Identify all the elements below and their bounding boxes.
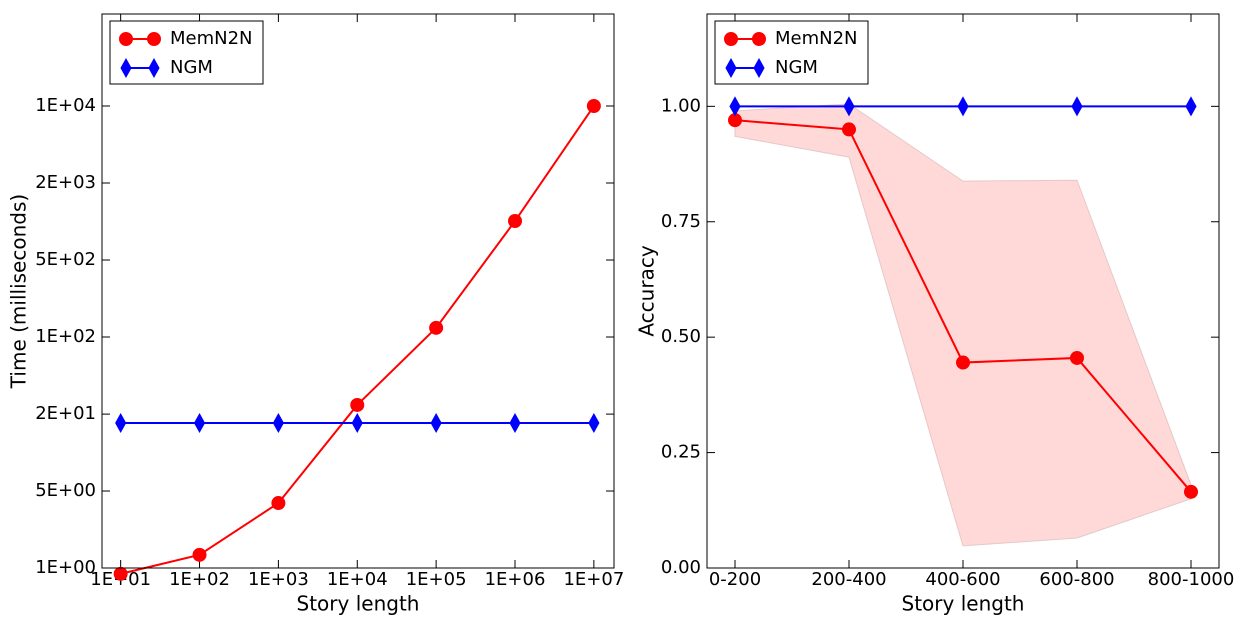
legend-box	[109, 20, 264, 85]
plot-frame	[706, 13, 1220, 569]
y-tick-label: 0.25	[661, 442, 701, 463]
confidence-band	[734, 103, 1192, 547]
y-tick-label: 1E+00	[35, 557, 96, 578]
x-tick-label: 1E+03	[248, 569, 309, 590]
x-tick-label: 1E+05	[406, 569, 467, 590]
legend-label: NGM	[170, 57, 213, 78]
x-tick-label: 1E+06	[485, 569, 546, 590]
y-tick-label: 1E+02	[35, 326, 96, 347]
y-tick-label: 5E+02	[35, 249, 96, 270]
x-tick-label: 1E+02	[169, 569, 230, 590]
marker	[752, 32, 766, 46]
marker	[729, 96, 741, 117]
marker	[148, 57, 160, 79]
marker	[115, 412, 127, 434]
marker	[843, 96, 855, 117]
legend-label: NGM	[775, 57, 818, 78]
marker	[1185, 96, 1197, 117]
marker	[1071, 96, 1083, 117]
marker	[193, 412, 206, 434]
x-tick-label: 800-1000	[1148, 569, 1235, 590]
legend-label: MemN2N	[775, 28, 858, 49]
marker	[957, 96, 969, 117]
x-axis-label: Story length	[297, 592, 420, 616]
x-tick-label: 1E+07	[563, 569, 624, 590]
marker	[588, 412, 600, 434]
plot-frame	[101, 13, 615, 569]
marker	[192, 547, 207, 562]
x-axis-label: Story length	[902, 592, 1025, 616]
marker	[351, 412, 363, 434]
y-tick-label: 0.00	[661, 557, 701, 578]
x-tick-label: 0-200	[709, 569, 761, 590]
marker	[956, 355, 970, 370]
marker	[1070, 350, 1084, 365]
legend-box	[714, 20, 869, 85]
marker	[753, 57, 765, 79]
marker	[507, 214, 522, 229]
marker	[842, 122, 856, 137]
x-tick-label: 600-800	[1039, 569, 1114, 590]
y-tick-label: 2E+03	[35, 172, 96, 193]
marker	[429, 320, 444, 335]
marker	[271, 496, 286, 511]
marker	[272, 412, 284, 434]
marker	[1184, 484, 1198, 499]
marker	[430, 412, 442, 434]
marker	[119, 32, 133, 46]
legend-label: MemN2N	[170, 28, 253, 49]
marker	[113, 566, 128, 581]
marker	[724, 32, 738, 46]
x-tick-label: 200-400	[811, 569, 886, 590]
y-tick-label: 1E+04	[35, 95, 96, 116]
y-tick-label: 1.00	[661, 95, 701, 116]
x-tick-label: 400-600	[925, 569, 1000, 590]
marker	[147, 32, 161, 46]
y-tick-label: 2E+01	[35, 403, 96, 424]
x-tick-label: 1E+04	[327, 569, 388, 590]
marker	[350, 397, 365, 412]
y-axis-label: Time (milliseconds)	[7, 194, 31, 389]
marker	[120, 57, 132, 79]
y-tick-label: 0.50	[661, 326, 701, 347]
marker	[725, 57, 737, 79]
y-tick-label: 0.75	[661, 211, 701, 232]
y-axis-label: Accuracy	[635, 245, 659, 336]
marker	[586, 99, 601, 114]
series-line	[120, 105, 595, 575]
marker	[509, 412, 521, 434]
y-tick-label: 5E+00	[35, 480, 96, 501]
